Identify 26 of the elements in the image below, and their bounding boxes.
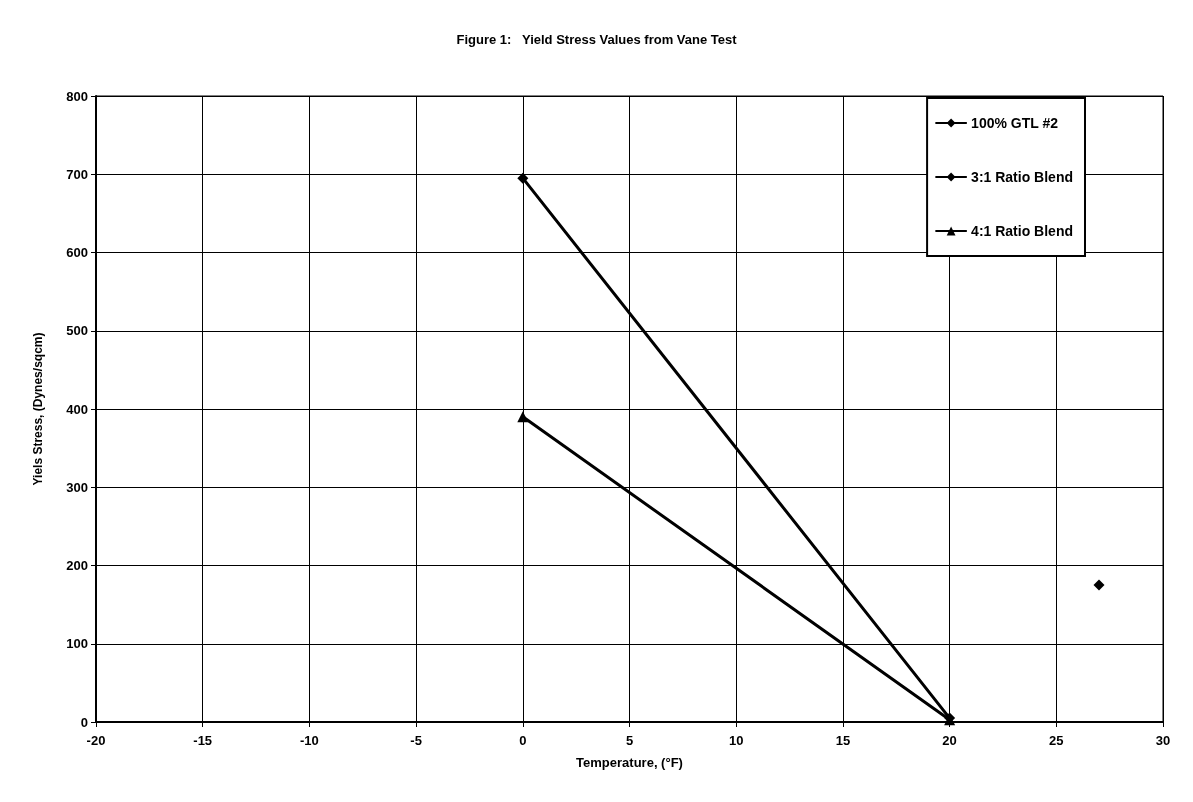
legend-label: 100% GTL #2 bbox=[971, 115, 1059, 131]
legend-label: 4:1 Ratio Blend bbox=[971, 223, 1073, 239]
y-axis-title: Yiels Stress, (Dynes/sqcm) bbox=[31, 332, 45, 486]
y-tick-label: 100 bbox=[66, 636, 88, 652]
x-tick-label: 0 bbox=[519, 733, 527, 748]
y-tick-label: 300 bbox=[66, 479, 88, 495]
x-axis-title: Temperature, (°F) bbox=[576, 755, 683, 770]
x-tick-label: 30 bbox=[1155, 733, 1171, 748]
x-tick-label: 5 bbox=[625, 733, 634, 748]
y-tick-label: 600 bbox=[66, 245, 88, 260]
x-tick-label: 20 bbox=[942, 733, 957, 748]
y-tick-label: 500 bbox=[66, 323, 88, 339]
y-tick-label: 200 bbox=[66, 558, 88, 573]
x-tick-label: 10 bbox=[728, 733, 744, 748]
y-tick-label: 700 bbox=[66, 166, 88, 182]
y-tick-label: 400 bbox=[66, 401, 88, 417]
chart-title: Figure 1: Yield Stress Values from Vane Test bbox=[456, 32, 738, 47]
legend-label: 3:1 Ratio Blend bbox=[971, 169, 1073, 185]
y-tick-label: 0 bbox=[80, 714, 88, 730]
x-tick-label: 25 bbox=[1049, 733, 1064, 748]
x-tick-label: -10 bbox=[300, 733, 319, 748]
y-tick-label: 800 bbox=[66, 88, 88, 104]
x-tick-label: -15 bbox=[193, 733, 213, 748]
x-tick-label: -5 bbox=[410, 733, 422, 748]
x-tick-label: -20 bbox=[86, 733, 106, 748]
x-tick-label: 15 bbox=[835, 733, 851, 748]
